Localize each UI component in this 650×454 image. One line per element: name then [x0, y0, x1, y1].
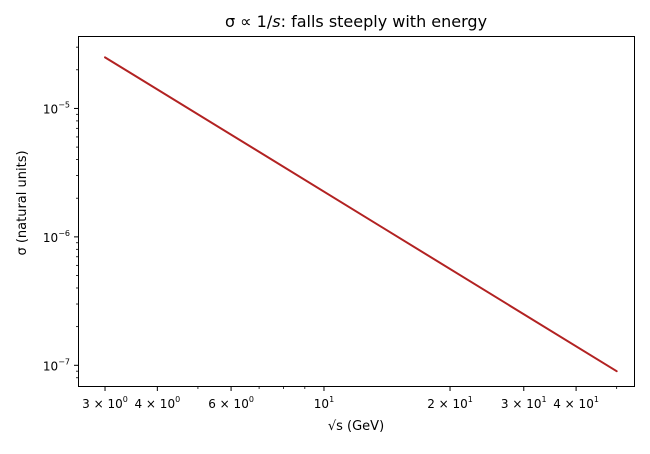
- chart-title: σ ∝ 1/s: falls steeply with energy: [225, 12, 487, 31]
- x-tick-exponent: 0: [175, 395, 180, 404]
- x-tick-base: 3 × 10: [501, 397, 542, 411]
- chart-title-part-1: s: [272, 12, 280, 31]
- x-tick-label-3: 101: [314, 395, 334, 411]
- x-tick-exponent: 1: [329, 395, 334, 404]
- plot-layer: [104, 56, 618, 373]
- x-tick-exponent: 0: [123, 395, 128, 404]
- chart-title-part-2: : falls steeply with energy: [281, 12, 487, 31]
- y-axis-label: σ (natural units): [15, 150, 30, 255]
- plot-frame: [78, 36, 635, 387]
- x-tick-label-0: 3 × 100: [82, 395, 128, 411]
- x-tick-base: 2 × 10: [427, 397, 468, 411]
- y-tick-label-0: 10−7: [43, 357, 70, 373]
- x-tick-exponent: 0: [249, 395, 254, 404]
- x-tick-label-1: 4 × 100: [134, 395, 180, 411]
- y-tick-exponent: −7: [58, 357, 70, 366]
- series-line-0: [104, 56, 618, 373]
- x-tick-base: 4 × 10: [134, 397, 175, 411]
- y-tick-label-1: 10−6: [43, 229, 70, 245]
- x-tick-base: 3 × 10: [82, 397, 123, 411]
- x-tick-exponent: 1: [542, 395, 547, 404]
- x-tick-base: 10: [314, 397, 329, 411]
- y-tick-exponent: −5: [58, 100, 70, 109]
- y-tick-base: 10: [43, 102, 58, 116]
- y-tick-base: 10: [43, 359, 58, 373]
- x-tick-label-6: 4 × 101: [553, 395, 599, 411]
- y-tick-exponent: −6: [58, 229, 70, 238]
- label-layer: σ ∝ 1/s: falls steeply with energy √s (G…: [15, 12, 487, 434]
- y-tick-label-2: 10−5: [43, 100, 70, 116]
- y-tick-base: 10: [43, 231, 58, 245]
- x-tick-label-5: 3 × 101: [501, 395, 547, 411]
- x-tick-exponent: 1: [594, 395, 599, 404]
- chart-title-part-0: σ ∝ 1/: [225, 12, 273, 31]
- x-tick-base: 6 × 10: [208, 397, 249, 411]
- x-tick-exponent: 1: [468, 395, 473, 404]
- x-tick-label-4: 2 × 101: [427, 395, 473, 411]
- x-axis-label: √s (GeV): [328, 419, 384, 434]
- x-tick-base: 4 × 10: [553, 397, 594, 411]
- x-tick-label-2: 6 × 100: [208, 395, 254, 411]
- tick-layer: 3 × 100 4 × 100 6 × 100 101 2 × 101 3 × 101 4 …: [43, 46, 618, 411]
